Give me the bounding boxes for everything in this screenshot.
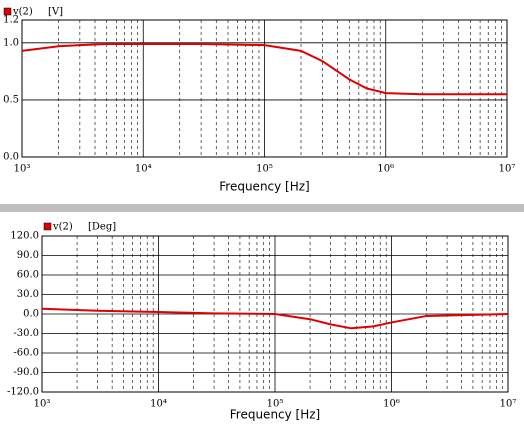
- y-tick-label: 1.2: [3, 15, 19, 26]
- x-tick-label: 10⁷: [499, 164, 516, 175]
- legend-label: v(2): [12, 7, 33, 18]
- x-tick-label: 10⁶: [377, 164, 394, 175]
- x-tick-label: 10⁴: [135, 164, 152, 175]
- legend-swatch: [43, 222, 52, 231]
- series-line: [41, 307, 509, 330]
- splitter[interactable]: [0, 204, 524, 212]
- x-tick-label: 10⁶: [383, 399, 400, 410]
- y-tick-label: 90.0: [17, 250, 39, 261]
- y-tick-label: -60.0: [13, 348, 39, 359]
- legend-label: v(2): [52, 222, 73, 233]
- x-axis-label: Frequency [Hz]: [230, 408, 321, 422]
- y-tick-label: 30.0: [17, 289, 39, 300]
- x-tick-label: 10⁷: [500, 399, 517, 410]
- y-tick-label: 0.0: [23, 309, 39, 320]
- x-tick-label: 10³: [14, 164, 31, 175]
- unit-label: [Deg]: [88, 222, 116, 233]
- y-tick-label: 60.0: [17, 270, 39, 281]
- series-line: [21, 42, 507, 96]
- unit-label: [V]: [48, 7, 63, 18]
- y-tick-label: 0.5: [3, 94, 19, 105]
- y-tick-label: -90.0: [13, 367, 39, 378]
- x-tick-label: 10³: [34, 399, 51, 410]
- legend-swatch: [3, 7, 12, 16]
- y-tick-label: -120.0: [7, 387, 39, 398]
- y-tick-label: 0.0: [3, 152, 19, 163]
- x-tick-label: 10⁴: [150, 399, 167, 410]
- x-tick-label: 10⁵: [267, 399, 284, 410]
- y-tick-label: -30.0: [13, 328, 39, 339]
- y-tick-label: 1.0: [3, 37, 19, 48]
- y-tick-label: 120.0: [10, 231, 39, 242]
- x-tick-label: 10⁵: [256, 164, 273, 175]
- x-axis-label: Frequency [Hz]: [219, 180, 310, 194]
